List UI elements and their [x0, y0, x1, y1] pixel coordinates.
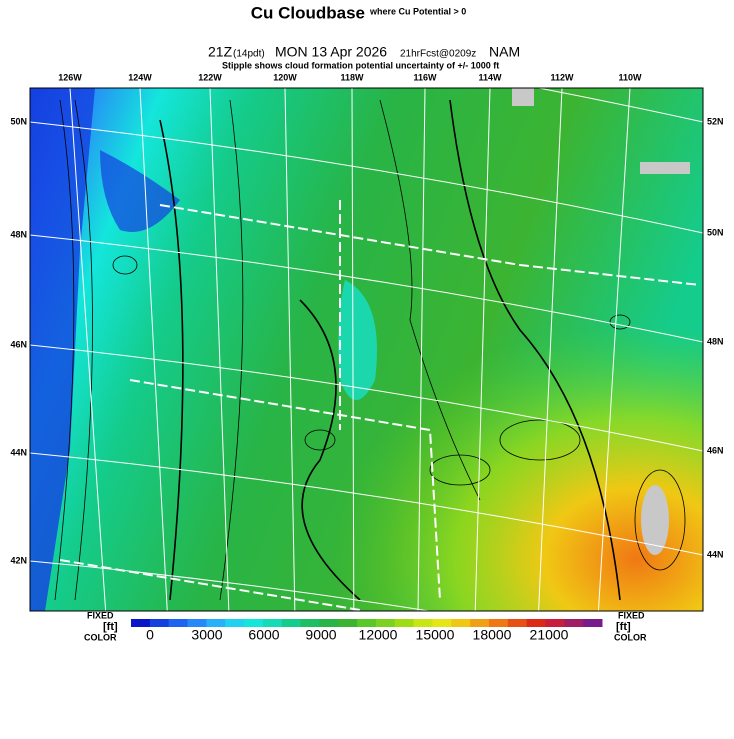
colorbar-label: 21000 — [530, 627, 569, 643]
lat-label: 44N — [10, 447, 27, 457]
lon-label: 124W — [128, 72, 152, 82]
valid-time: 21Z — [208, 44, 233, 60]
lat-label: 42N — [10, 555, 27, 565]
colorbar-label: 15000 — [416, 627, 455, 643]
legend-label: FIXED — [618, 610, 645, 620]
colorbar-swatch — [451, 619, 471, 627]
colorbar-swatch — [131, 619, 151, 627]
parallel — [30, 452, 703, 556]
colorbar-swatch — [413, 619, 433, 627]
colorbar-swatch — [262, 619, 283, 627]
lon-label: 126W — [58, 72, 82, 82]
colorbar-swatch — [225, 619, 245, 627]
colorbar-swatch — [583, 619, 603, 627]
local-time: (14pdt) — [233, 49, 265, 60]
colorbar-swatch — [338, 619, 358, 627]
colorbar-label: 9000 — [305, 627, 336, 643]
colorbar-swatch — [432, 619, 452, 627]
colorbar-swatch — [244, 619, 264, 627]
graticule — [30, 88, 703, 611]
meridian — [351, 88, 355, 611]
lon-label: 114W — [478, 72, 502, 82]
lat-label: 48N — [10, 229, 27, 239]
meridian — [597, 88, 631, 611]
colorbar: 0 3000 6000 9000 12000 15000 18000 21000 — [131, 619, 603, 643]
colorbar-swatch — [394, 619, 415, 627]
no-data — [512, 88, 534, 106]
contours — [54, 99, 686, 601]
legend-left: FIXED [ft] COLOR — [84, 610, 118, 642]
meridian — [209, 88, 230, 611]
meridian — [417, 88, 426, 611]
colorbar-swatch — [206, 619, 226, 627]
lon-label: 118W — [340, 72, 364, 82]
colorbar-swatch — [357, 619, 377, 627]
model: NAM — [489, 44, 520, 60]
legend-label: [ft] — [616, 621, 631, 633]
subtitle: Stipple shows cloud formation potential … — [222, 60, 499, 70]
map-frame — [29, 87, 704, 612]
forecast: 21hrFcst@0209z — [400, 49, 476, 60]
meridian — [474, 88, 491, 611]
borders — [59, 200, 701, 611]
lon-label: 122W — [198, 72, 222, 82]
lon-label: 112W — [550, 72, 574, 82]
lat-label: 44N — [707, 549, 724, 559]
lon-label: 120W — [273, 72, 297, 82]
parallel — [30, 560, 433, 611]
legend-label: COLOR — [84, 632, 117, 642]
date: MON 13 Apr 2026 — [275, 44, 387, 60]
parallel — [30, 234, 703, 343]
legend-right: FIXED [ft] COLOR — [614, 610, 647, 642]
parallel — [536, 88, 703, 123]
colorbar-swatch — [319, 619, 339, 627]
colorbar-label: 0 — [146, 627, 154, 643]
lat-label: 46N — [707, 445, 724, 455]
lat-label: 50N — [707, 227, 724, 237]
title-note: where Cu Potential > 0 — [369, 6, 466, 16]
colorbar-swatch — [187, 619, 207, 627]
colorbar-swatch — [281, 619, 302, 627]
parallel — [30, 344, 703, 452]
parallel — [30, 121, 703, 234]
colorbar-swatch — [564, 619, 584, 627]
colorbar-swatch — [545, 619, 565, 627]
colorbar-swatch — [168, 619, 189, 627]
lon-label: 116W — [413, 72, 437, 82]
colorbar-swatch — [488, 619, 509, 627]
colorbar-swatch — [507, 619, 528, 627]
colorbar-label: 6000 — [248, 627, 279, 643]
legend-label: [ft] — [103, 621, 118, 633]
colorbar-swatch — [470, 619, 490, 627]
legend-label: COLOR — [614, 632, 647, 642]
legend-label: FIXED — [87, 610, 114, 620]
meridian — [139, 88, 168, 611]
colorbar-swatch — [300, 619, 320, 627]
meridian — [69, 88, 107, 611]
colorbar-swatch — [375, 619, 396, 627]
colorbar-label: 18000 — [473, 627, 512, 643]
no-data — [641, 485, 669, 555]
basin — [338, 280, 377, 400]
lat-label: 46N — [10, 339, 27, 349]
meridian — [284, 88, 296, 611]
colorbar-swatch — [526, 619, 546, 627]
map-area — [30, 88, 703, 611]
lon-label: 110W — [618, 72, 642, 82]
no-data — [640, 162, 690, 174]
lat-label: 48N — [707, 336, 724, 346]
lat-label: 52N — [707, 116, 724, 126]
sound — [100, 150, 180, 232]
lat-label: 50N — [10, 116, 27, 126]
colorbar-label: 12000 — [359, 627, 398, 643]
title: Cu Cloudbase — [251, 3, 365, 22]
colorbar-swatch — [149, 619, 170, 627]
colorbar-label: 3000 — [191, 627, 222, 643]
